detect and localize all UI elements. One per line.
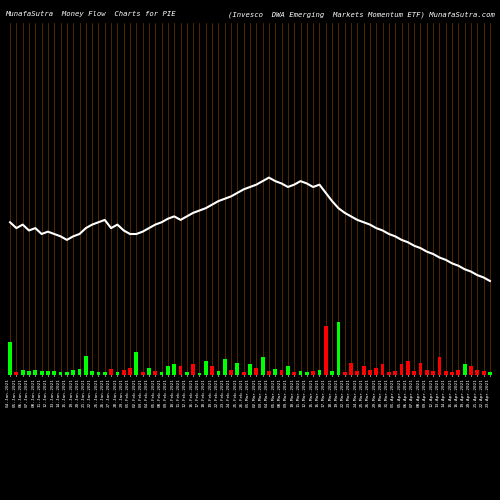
Bar xyxy=(394,371,397,375)
Bar xyxy=(84,356,87,375)
Bar xyxy=(450,372,454,375)
Bar xyxy=(160,372,164,375)
Bar xyxy=(172,364,176,375)
Bar xyxy=(444,371,448,375)
Bar xyxy=(324,326,328,375)
Bar xyxy=(204,361,208,375)
Bar xyxy=(134,352,138,375)
Bar xyxy=(406,361,410,375)
Bar xyxy=(336,322,340,375)
Bar xyxy=(292,372,296,375)
Bar xyxy=(216,371,220,375)
Bar xyxy=(166,366,170,375)
Bar xyxy=(280,370,283,375)
Bar xyxy=(147,368,151,375)
Text: MunafaSutra  Money Flow  Charts for PIE: MunafaSutra Money Flow Charts for PIE xyxy=(5,11,175,17)
Bar xyxy=(469,366,473,375)
Bar xyxy=(103,372,106,375)
Bar xyxy=(229,370,233,375)
Bar xyxy=(482,372,486,375)
Bar xyxy=(298,371,302,375)
Bar xyxy=(254,368,258,375)
Bar xyxy=(374,368,378,375)
Bar xyxy=(418,362,422,375)
Bar xyxy=(312,372,315,375)
Bar xyxy=(116,372,119,375)
Bar xyxy=(463,364,466,375)
Bar xyxy=(412,372,416,375)
Bar xyxy=(343,372,346,375)
Bar xyxy=(356,371,359,375)
Bar xyxy=(141,372,144,375)
Bar xyxy=(40,371,44,375)
Bar xyxy=(305,372,308,375)
Bar xyxy=(248,364,252,375)
Bar xyxy=(368,370,372,375)
Bar xyxy=(154,371,157,375)
Bar xyxy=(198,373,202,375)
Bar xyxy=(349,362,353,375)
Bar xyxy=(438,358,442,375)
Bar xyxy=(431,371,435,375)
Bar xyxy=(318,370,322,375)
Bar xyxy=(400,364,404,375)
Bar xyxy=(488,372,492,375)
Bar xyxy=(72,370,75,375)
Bar xyxy=(476,370,479,375)
Bar xyxy=(380,364,384,375)
Bar xyxy=(52,372,56,375)
Bar xyxy=(46,371,50,375)
Bar xyxy=(223,359,226,375)
Bar xyxy=(78,368,82,375)
Bar xyxy=(274,368,277,375)
Bar xyxy=(185,372,189,375)
Bar xyxy=(192,364,195,375)
Bar xyxy=(96,372,100,375)
Bar xyxy=(387,372,391,375)
Bar xyxy=(122,370,126,375)
Bar xyxy=(330,371,334,375)
Bar xyxy=(58,372,62,375)
Bar xyxy=(456,370,460,375)
Bar xyxy=(21,370,24,375)
Bar xyxy=(260,358,264,375)
Bar xyxy=(34,370,37,375)
Bar xyxy=(14,372,18,375)
Bar xyxy=(90,372,94,375)
Bar xyxy=(27,371,31,375)
Bar xyxy=(178,366,182,375)
Text: (Invesco  DWA Emerging  Markets Momentum ETF) MunafaSutra.com: (Invesco DWA Emerging Markets Momentum E… xyxy=(228,11,495,18)
Bar xyxy=(425,370,428,375)
Bar xyxy=(267,371,271,375)
Bar xyxy=(8,342,12,375)
Bar xyxy=(65,372,69,375)
Bar xyxy=(362,366,366,375)
Bar xyxy=(286,366,290,375)
Bar xyxy=(109,368,113,375)
Bar xyxy=(210,366,214,375)
Bar xyxy=(128,368,132,375)
Bar xyxy=(242,372,246,375)
Bar xyxy=(236,362,240,375)
